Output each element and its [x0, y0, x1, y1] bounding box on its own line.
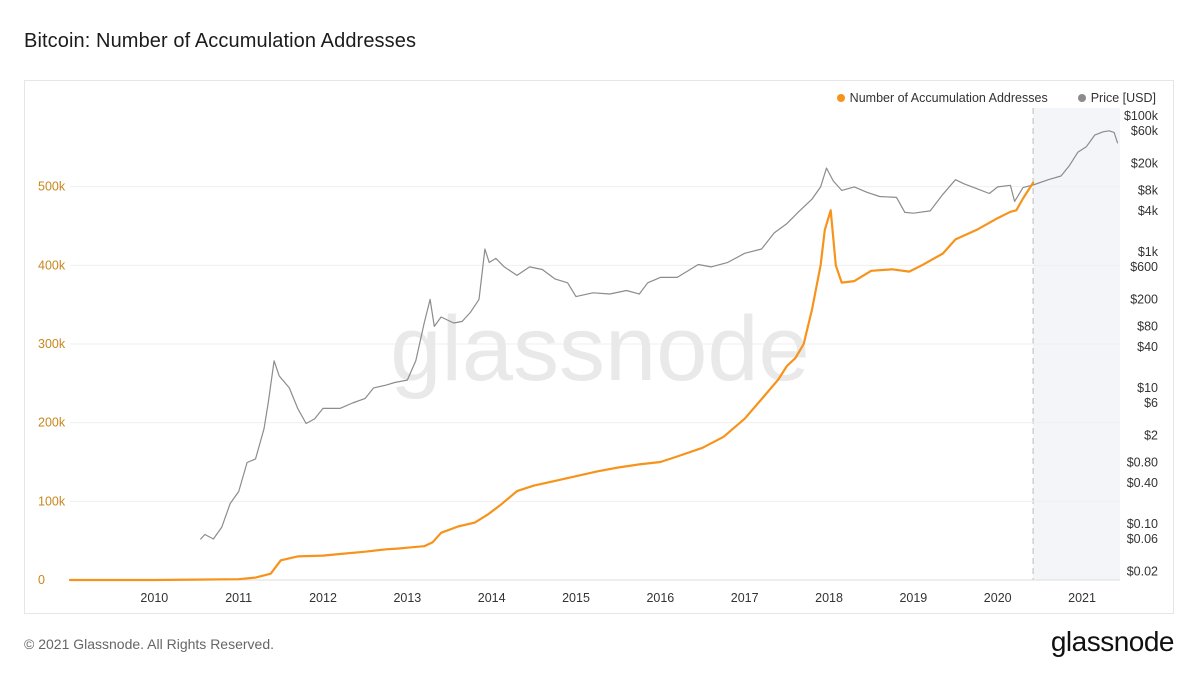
glassnode-logo[interactable]: glassnode: [1050, 626, 1175, 657]
legend-label-accumulation: Number of Accumulation Addresses: [849, 91, 1048, 105]
right-tick-label-15: $20k: [1131, 156, 1159, 170]
right-tick-label-14: $8k: [1138, 183, 1159, 197]
right-tick-label-1: $0.06: [1127, 532, 1158, 546]
chart-panel: [24, 80, 1174, 614]
right-tick-label-0: $0.02: [1127, 565, 1158, 579]
left-tick-label-4: 400k: [38, 258, 66, 272]
legend-item-accumulation[interactable]: Number of Accumulation Addresses: [836, 91, 1048, 105]
legend: Number of Accumulation Addresses Price […: [836, 91, 1156, 105]
x-tick-label-2021: 2021: [1068, 591, 1096, 605]
x-tick-label-2011: 2011: [225, 591, 252, 605]
right-tick-label-11: $600: [1130, 260, 1158, 274]
copyright-text: © 2021 Glassnode. All Rights Reserved.: [24, 636, 275, 652]
chart-title: Bitcoin: Number of Accumulation Addresse…: [24, 30, 417, 52]
right-tick-label-8: $40: [1137, 340, 1158, 354]
x-tick-label-2020: 2020: [984, 591, 1012, 605]
grid-layer: [70, 186, 1120, 581]
right-tick-label-5: $2: [1144, 428, 1158, 442]
legend-dot-accumulation: [836, 94, 845, 102]
x-tick-label-2013: 2013: [393, 591, 421, 605]
x-axis-ticks: 2010 2011 2012 2013 2014 2015 2016 2017 2018 2019…: [140, 591, 1096, 605]
legend-label-price: Price [USD]: [1090, 91, 1156, 105]
right-axis-ticks: $0.02 $0.06$0.10 $0.40 $0.80 $2 $6$10 $40 $80 $2…: [1124, 109, 1159, 579]
left-axis-ticks: 0 100k 200k 300k 400k 500k: [38, 180, 66, 587]
right-tick-label-12: $1k: [1138, 245, 1159, 259]
watermark: glassnode: [390, 298, 809, 400]
right-tick-label-3: $0.40: [1127, 476, 1158, 490]
left-tick-label-1: 100k: [38, 494, 66, 508]
series-line-price-usd: [200, 130, 1119, 540]
legend-dot-price: [1077, 94, 1086, 102]
left-tick-label-3: 300k: [38, 337, 66, 351]
right-tick-label-10: $200: [1130, 292, 1158, 306]
right-tick-label-2: $0.10: [1127, 517, 1158, 531]
right-tick-label-6: $6: [1144, 396, 1158, 410]
right-tick-label-4: $0.80: [1127, 456, 1158, 470]
x-tick-label-2017: 2017: [731, 591, 759, 605]
series-layer: [68, 130, 1119, 582]
right-tick-label-16: $60k: [1131, 124, 1159, 138]
series-line-accumulation-addresses: [68, 181, 1035, 582]
right-tick-label-9: $80: [1137, 319, 1158, 333]
x-tick-label-2012: 2012: [309, 591, 337, 605]
right-tick-label-7: $10: [1137, 381, 1158, 395]
x-tick-label-2019: 2019: [899, 591, 927, 605]
x-tick-label-2014: 2014: [478, 591, 506, 605]
right-tick-label-13: $4k: [1138, 204, 1159, 218]
left-tick-label-5: 500k: [38, 180, 66, 194]
right-tick-label-17: $100k: [1124, 109, 1159, 123]
x-tick-label-2018: 2018: [815, 591, 843, 605]
x-tick-label-2016: 2016: [646, 591, 674, 605]
legend-item-price[interactable]: Price [USD]: [1077, 91, 1156, 105]
x-tick-label-2015: 2015: [562, 591, 590, 605]
left-tick-label-0: 0: [38, 573, 45, 587]
left-tick-label-2: 200k: [38, 416, 66, 430]
x-tick-label-2010: 2010: [140, 591, 168, 605]
